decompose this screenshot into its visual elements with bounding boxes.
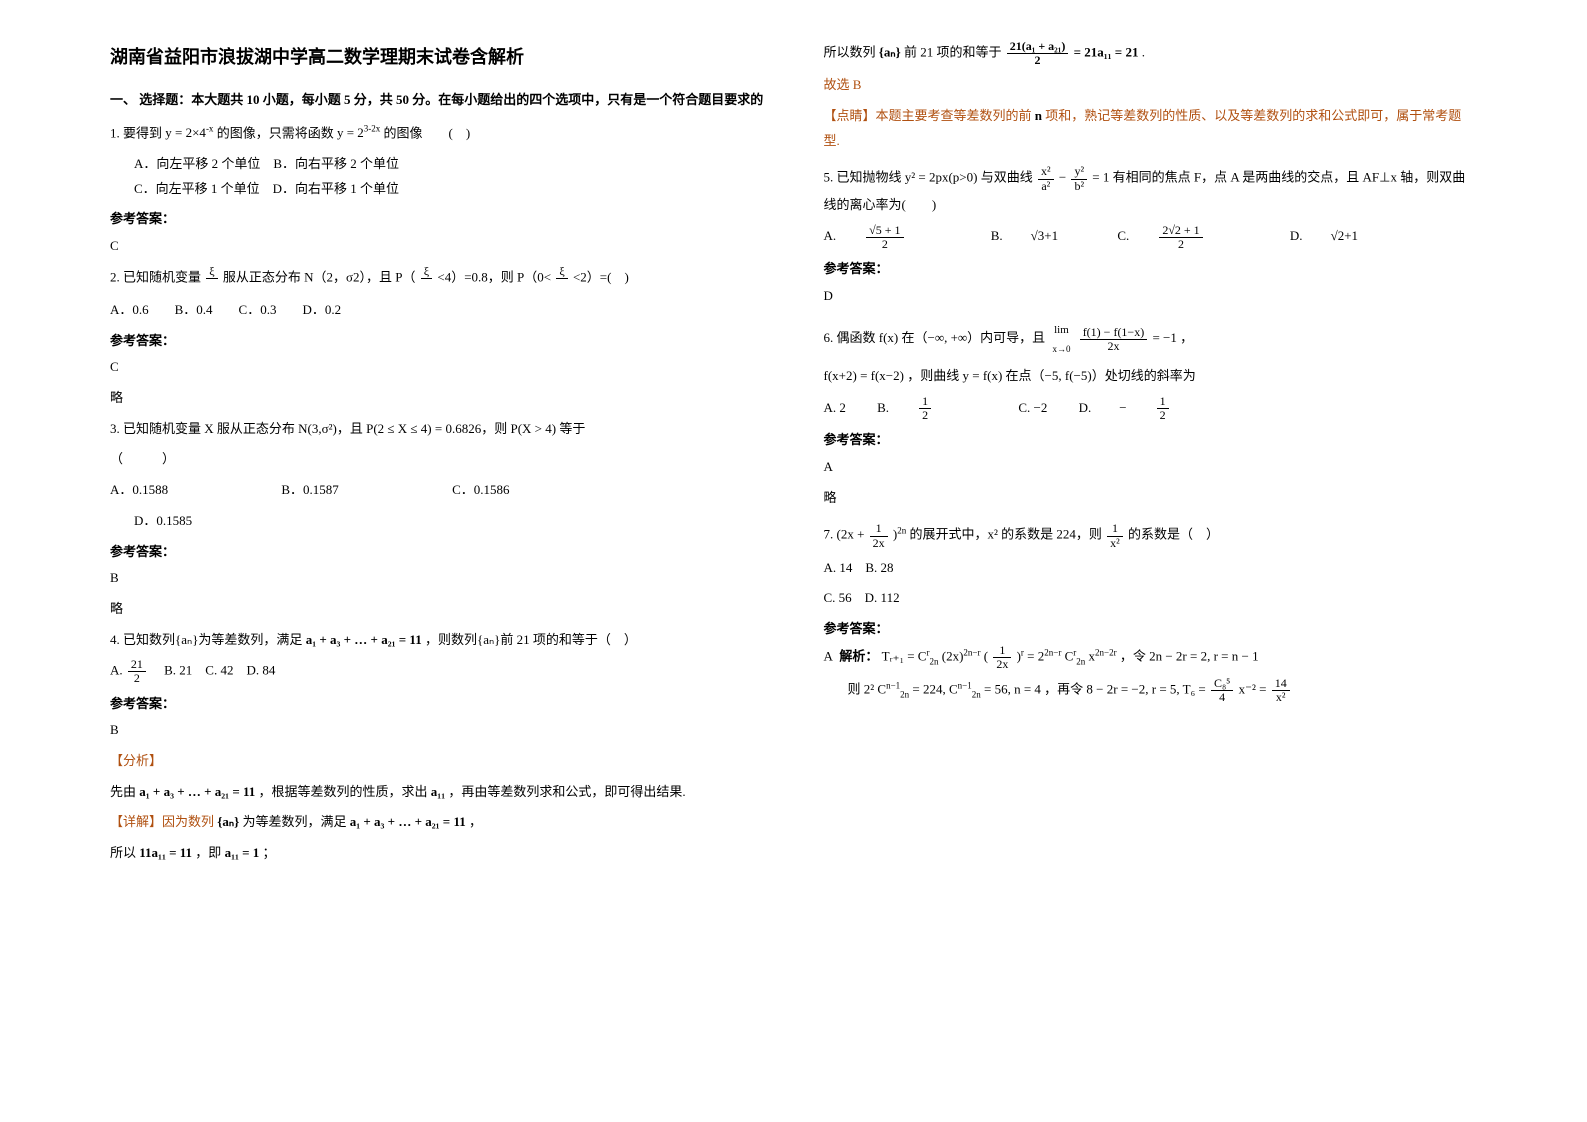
- q7-answer-line: A 解析： Tᵣ₊₁ = Cr2n (2x)2n−r ( 12x )r = 22…: [824, 644, 1478, 671]
- q6-stem: 6. 偶函数 f(x) 在（−∞, +∞）内可导，且 lim x→0 f(1) …: [824, 320, 1478, 358]
- q1-optB: B．向右平移 2 个单位: [273, 156, 399, 171]
- q5-optD: D. √2+1: [1290, 224, 1386, 249]
- q4-sum: 所以数列 {aₙ} 前 21 项的和等于 21(a₁ + a₂₁)2 = 21a…: [824, 40, 1478, 67]
- q7-jiexi-line2: 则 2² Cn−12n = 224, Cn−12n = 56, n = 4 ，再…: [824, 677, 1478, 704]
- q3-options-row1: A．0.1588 B．0.1587 C．0.1586: [110, 478, 764, 503]
- q7-opts-row2: C. 56 D. 112: [824, 586, 1478, 611]
- q3-optB: B．0.1587: [281, 478, 338, 503]
- q1-text-3: 的图像 ( ): [384, 125, 471, 140]
- q4-fenxi-head: 【分析】: [110, 749, 764, 774]
- q3-paren: （ ）: [110, 447, 764, 472]
- q7-stem: 7. (2x + 12x )2n 的展开式中，x² 的系数是 224，则 1x²…: [824, 522, 1478, 549]
- q4-fenxi-body: 先由 a₁ + a₃ + … + a₂₁ = 11 ，根据等差数列的性质，求出 …: [110, 780, 764, 805]
- xi-frac-3: ξ: [556, 265, 567, 292]
- dianjing: 【点睛】本题主要考查等差数列的前 n 项和，熟记等差数列的性质、以及等差数列的求…: [824, 104, 1478, 153]
- q1-text-1: 1. 要得到: [110, 125, 162, 140]
- q2-stem: 2. 已知随机变量 ξ 服从正态分布 N（2，σ2），且 P（ ξ <4）=0.…: [110, 265, 764, 292]
- q6-answer-label: 参考答案：: [824, 428, 1478, 453]
- q4-optA-frac: 212: [128, 658, 146, 685]
- q1-optA: A．向左平移 2 个单位: [134, 156, 260, 171]
- q6-answer: A: [824, 455, 1478, 480]
- q1-expr1: y = 2×4-x: [165, 125, 213, 140]
- q3-answer-label: 参考答案：: [110, 540, 764, 565]
- q1-answer: C: [110, 234, 764, 259]
- xi-frac: ξ: [206, 265, 217, 292]
- q3-optC: C．0.1586: [452, 478, 509, 503]
- q5-optA: A. √5 + 12: [824, 224, 960, 251]
- q5-optB: B. √3+1: [991, 224, 1086, 249]
- q6-optA: A. 2: [824, 396, 846, 421]
- q3-optD: D．0.1585: [110, 509, 764, 534]
- q4-answer: B: [110, 718, 764, 743]
- limit-expr: lim x→0: [1052, 320, 1070, 358]
- doc-title: 湖南省益阳市浪拔湖中学高二数学理期末试卷含解析: [110, 40, 764, 74]
- left-column: 湖南省益阳市浪拔湖中学高二数学理期末试卷含解析 一、 选择题：本大题共 10 小…: [110, 40, 764, 1082]
- q2-note: 略: [110, 386, 764, 411]
- q1-expr2: y = 23-2x: [337, 125, 380, 140]
- q5-answer-label: 参考答案：: [824, 257, 1478, 282]
- xi-frac-2: ξ: [421, 265, 432, 292]
- q3-note: 略: [110, 597, 764, 622]
- q4-stem: 4. 已知数列{aₙ}为等差数列，满足 a₁ + a₃ + … + a₂₁ = …: [110, 628, 764, 653]
- q5-optC: C. 2√2 + 12: [1117, 224, 1258, 251]
- q6-optB: B. 12: [877, 395, 987, 422]
- q5-options: A. √5 + 12 B. √3+1 C. 2√2 + 12 D. √2+1: [824, 224, 1478, 251]
- q1-stem: 1. 要得到 y = 2×4-x 的图像，只需将函数 y = 23-2x 的图像…: [110, 121, 764, 146]
- q1-optC: C．向左平移 1 个单位: [134, 181, 260, 196]
- q7-opts-row1: A. 14 B. 28: [824, 556, 1478, 581]
- q4-so: 所以 11a₁₁ = 11 ，即 a₁₁ = 1 ；: [110, 841, 764, 866]
- q1-answer-label: 参考答案：: [110, 207, 764, 232]
- q6-optD: D. − 12: [1079, 395, 1225, 422]
- hence: 故选 B: [824, 73, 1478, 98]
- q3-optA: A．0.1588: [110, 478, 168, 503]
- q4-options: A. 212 B. 21 C. 42 D. 84: [110, 658, 764, 685]
- q3-answer: B: [110, 566, 764, 591]
- q4-answer-label: 参考答案：: [110, 692, 764, 717]
- q4-eq1: a₁ + a₃ + … + a₂₁ = 11: [306, 632, 422, 647]
- q1-text-2: 的图像，只需将函数: [217, 125, 337, 140]
- q6-options: A. 2 B. 12 C. −2 D. − 12: [824, 395, 1478, 422]
- q4-detail: 【详解】因为数列 {aₙ} 为等差数列，满足 a₁ + a₃ + … + a₂₁…: [110, 810, 764, 835]
- q2-answer-label: 参考答案：: [110, 329, 764, 354]
- q1-options: A．向左平移 2 个单位 B．向右平移 2 个单位 C．向左平移 1 个单位 D…: [110, 152, 764, 201]
- q7-answer-label: 参考答案：: [824, 617, 1478, 642]
- q6-optC: C. −2: [1018, 396, 1047, 421]
- q2-options: A．0.6 B．0.4 C．0.3 D．0.2: [110, 298, 764, 323]
- q3-stem: 3. 已知随机变量 X 服从正态分布 N(3,σ²)，且 P(2 ≤ X ≤ 4…: [110, 417, 764, 442]
- section-heading: 一、 选择题：本大题共 10 小题，每小题 5 分，共 50 分。在每小题给出的…: [110, 88, 764, 113]
- q1-optD: D．向右平移 1 个单位: [273, 181, 399, 196]
- q2-answer: C: [110, 355, 764, 380]
- sum-frac: 21(a₁ + a₂₁)2: [1007, 40, 1069, 67]
- q5-answer: D: [824, 284, 1478, 309]
- q6-note: 略: [824, 486, 1478, 511]
- q6-line2: f(x+2) = f(x−2) ，则曲线 y = f(x) 在点（−5, f(−…: [824, 364, 1478, 389]
- right-column: 所以数列 {aₙ} 前 21 项的和等于 21(a₁ + a₂₁)2 = 21a…: [824, 40, 1478, 1082]
- q5-stem: 5. 已知抛物线 y² = 2px(p>0) 与双曲线 x²a² − y²b² …: [824, 165, 1478, 217]
